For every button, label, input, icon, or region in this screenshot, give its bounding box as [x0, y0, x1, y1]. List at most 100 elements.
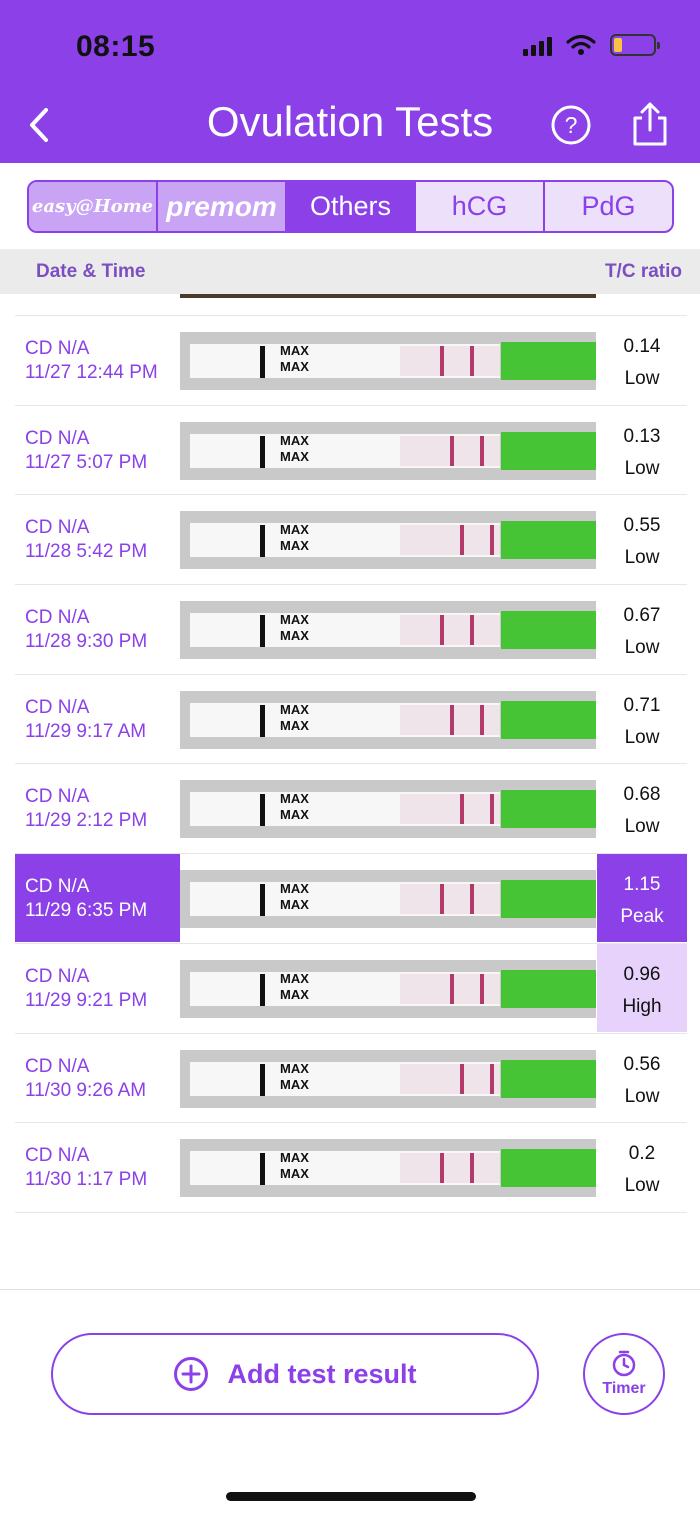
strip-handle	[501, 700, 596, 739]
strip-max-text: MAX	[280, 538, 309, 554]
strip-handle	[501, 611, 596, 650]
cycle-day: CD N/A	[25, 876, 90, 898]
strip-max-label: MAX MAX	[280, 791, 309, 823]
tc-ratio-level: High	[622, 995, 662, 1017]
add-test-result-button[interactable]: Add test result	[51, 1333, 539, 1415]
tc-ratio-level: Low	[624, 816, 660, 838]
strip-max-text: MAX	[280, 1166, 309, 1182]
list-item[interactable]: CD N/A 11/30 1:17 PM MAX MAX 0.2 Low	[15, 1123, 687, 1213]
test-datetime: 11/29 2:12 PM	[25, 810, 148, 832]
svg-text:?: ?	[565, 112, 578, 138]
list-item[interactable]: CD N/A 11/28 5:42 PM MAX MAX 0.55 Low	[15, 495, 687, 586]
strip-test-line	[440, 615, 444, 646]
tc-ratio-value: 0.55	[623, 515, 661, 537]
strip-bar	[260, 884, 265, 917]
strip-handle	[501, 790, 596, 829]
strip-control-line	[470, 884, 474, 915]
strip-handle	[501, 521, 596, 560]
tc-ratio-value: 0.68	[623, 784, 661, 806]
strip-max-text: MAX	[280, 897, 309, 913]
strip-max-text: MAX	[280, 986, 309, 1002]
list-item[interactable]: CD N/A 11/29 9:21 PM MAX MAX 0.96 High	[15, 943, 687, 1034]
test-strip-image: MAX MAX	[180, 690, 596, 749]
tc-ratio-level: Low	[624, 726, 660, 748]
test-strip-image: MAX MAX	[180, 421, 596, 480]
strip-max-label: MAX MAX	[280, 1061, 309, 1093]
list-item[interactable]: CD N/A 11/29 9:17 AM MAX MAX 0.71 Low	[15, 675, 687, 765]
cycle-day: CD N/A	[25, 1145, 90, 1167]
strip-max-label: MAX MAX	[280, 343, 309, 375]
tab-premom[interactable]: premom	[158, 182, 287, 231]
test-strip-image: MAX MAX	[180, 332, 596, 390]
tc-ratio-value: 0.71	[623, 694, 661, 716]
tc-ratio-level: Peak	[620, 906, 664, 928]
status-icons	[523, 34, 660, 56]
tc-ratio-level: Low	[624, 1085, 660, 1107]
strip-max-label: MAX MAX	[280, 522, 309, 554]
strip-max-text: MAX	[280, 1060, 309, 1076]
tc-ratio-value: 0.67	[623, 605, 661, 627]
tab-easy-at-home[interactable]: easy@Home	[29, 182, 158, 231]
strip-max-text: MAX	[280, 791, 309, 807]
strip-test-line	[450, 704, 454, 735]
tab-pdg[interactable]: PdG	[581, 191, 636, 221]
list-item[interactable]: CD N/A 11/30 9:26 AM MAX MAX 0.56 Low	[15, 1034, 687, 1124]
strip-bar	[260, 525, 265, 558]
test-strip-image: MAX MAX	[180, 959, 596, 1018]
back-button[interactable]	[22, 100, 58, 150]
strip-test-line	[460, 1063, 464, 1094]
strip-handle	[501, 969, 596, 1008]
tc-ratio-cell: 1.15 Peak	[597, 854, 687, 943]
strip-handle	[501, 342, 596, 380]
tab-hcg[interactable]: hCG	[416, 182, 545, 231]
strip-control-line	[480, 435, 484, 466]
brand-tabs: easy@Home premom Others hCG PdG	[27, 180, 674, 233]
tc-ratio-level: Low	[624, 1175, 660, 1197]
list-item[interactable]: CD N/A 11/29 6:35 PM MAX MAX 1.15 Peak	[15, 854, 687, 944]
strip-max-text: MAX	[280, 448, 309, 464]
tc-ratio-value: 1.15	[623, 874, 661, 896]
list-item[interactable]: CD N/A 11/27 5:07 PM MAX MAX 0.13 Low	[15, 406, 687, 496]
battery-icon	[610, 34, 660, 56]
strip-control-line	[480, 704, 484, 735]
test-strip-image: MAX MAX	[180, 870, 596, 929]
page-title: Ovulation Tests	[206, 98, 494, 145]
wifi-icon	[566, 34, 596, 55]
strip-max-label: MAX MAX	[280, 433, 309, 465]
tc-ratio-cell: 0.67 Low	[597, 585, 687, 673]
tc-ratio-value: 0.13	[623, 425, 661, 447]
timer-label: Timer	[602, 1380, 646, 1397]
tc-ratio-cell: 0.14 Low	[597, 316, 687, 404]
strip-max-text: MAX	[280, 612, 309, 628]
tc-ratio-value: 0.96	[623, 963, 661, 985]
strip-bar	[260, 794, 265, 827]
list-item[interactable]: CD N/A 11/27 12:44 PM MAX MAX 0.14 Low	[15, 316, 687, 406]
list-item[interactable]: CD N/A 11/28 9:30 PM MAX MAX 0.67 Low	[15, 585, 687, 675]
strip-max-text: MAX	[280, 970, 309, 986]
strip-test-line	[440, 346, 444, 376]
test-datetime: 11/29 9:21 PM	[25, 989, 148, 1011]
home-indicator	[226, 1492, 476, 1501]
tab-others[interactable]: Others	[287, 182, 416, 231]
help-icon[interactable]: ?	[550, 104, 592, 146]
strip-control-line	[490, 1063, 494, 1094]
strip-test-line	[450, 435, 454, 466]
test-strip-image: MAX MAX	[180, 601, 596, 660]
test-strip-image: MAX MAX	[180, 511, 596, 570]
cycle-day: CD N/A	[25, 786, 90, 808]
tc-ratio-level: Low	[624, 457, 660, 479]
strip-test-line	[450, 973, 454, 1004]
share-icon[interactable]	[630, 100, 670, 148]
timer-button[interactable]: Timer	[583, 1333, 665, 1415]
strip-window	[400, 525, 500, 556]
list-item[interactable]: CD N/A 11/29 2:12 PM MAX MAX 0.68 Low	[15, 764, 687, 855]
strip-control-line	[480, 973, 484, 1004]
strip-max-label: MAX MAX	[280, 1150, 309, 1182]
strip-max-text: MAX	[280, 807, 309, 823]
strip-window	[400, 1153, 500, 1184]
test-datetime: 11/30 9:26 AM	[25, 1079, 147, 1101]
cycle-day: CD N/A	[25, 338, 90, 359]
strip-handle	[501, 431, 596, 470]
header: 08:15 Ovulation Tests ?	[0, 0, 700, 163]
strip-max-text: MAX	[280, 1076, 309, 1092]
